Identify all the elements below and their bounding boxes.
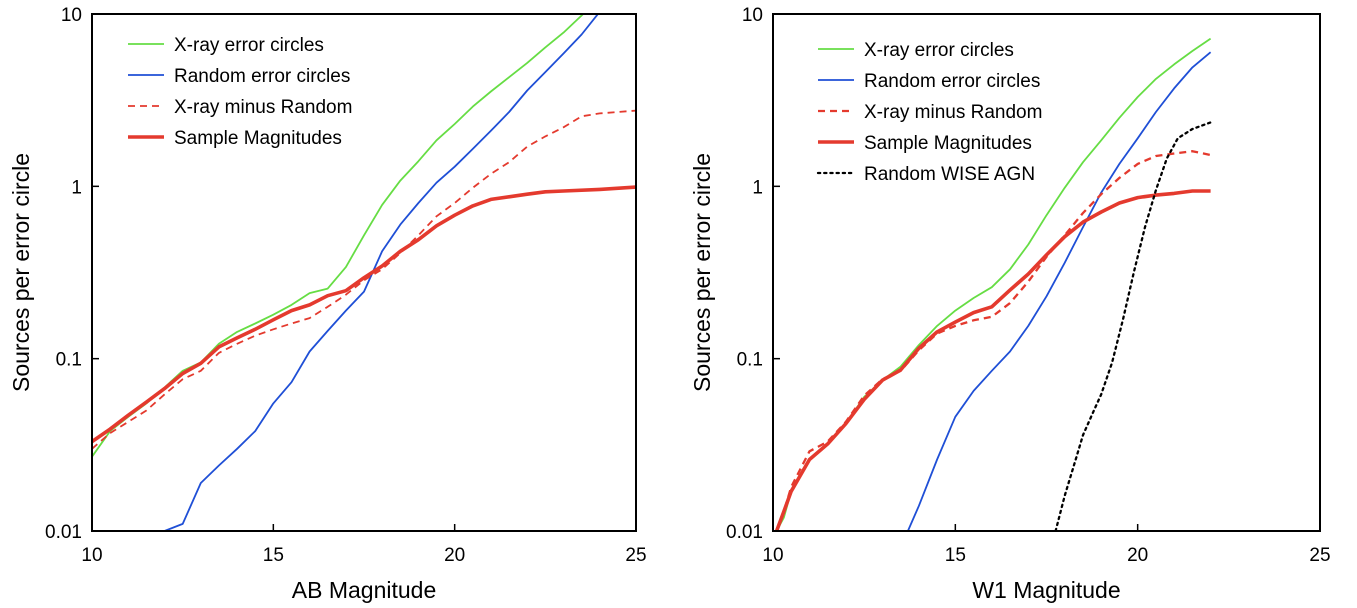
y-tick-label: 0.1: [737, 350, 763, 371]
legend-label: X-ray error circles: [864, 40, 1014, 61]
y-axis-label: Sources per error circle: [689, 153, 715, 392]
x-tick-label: 15: [263, 545, 284, 566]
y-tick-label: 0.01: [726, 522, 763, 543]
x-tick-label: 25: [625, 545, 646, 566]
y-tick-label: 1: [752, 177, 763, 198]
plot-area: [774, 37, 1212, 531]
y-tick-label: 0.1: [56, 350, 82, 371]
legend-label: Sample Magnitudes: [174, 128, 342, 149]
legend-label: X-ray minus Random: [174, 97, 352, 118]
x-tick-label: 10: [762, 545, 783, 566]
legend-label: Random WISE AGN: [864, 164, 1035, 185]
chart-left: 10 15 20 25 0.01 0.1 1 10 AB Magnitude Sources pe…: [8, 5, 647, 603]
series-line-3: [774, 189, 1211, 531]
chart-right: 10 15 20 25 0.01 0.1 1 10 W1 Magnitude Sources pe…: [689, 5, 1331, 603]
series-line-4: [1054, 121, 1212, 531]
plot-area: [92, 14, 636, 531]
y-tick-label: 10: [742, 5, 763, 26]
x-tick-label: 20: [1127, 545, 1148, 566]
legend-label: Sample Magnitudes: [864, 133, 1032, 154]
x-tick-label: 10: [81, 545, 102, 566]
x-tick-label: 25: [1309, 545, 1330, 566]
legend-label: Random error circles: [864, 71, 1040, 92]
y-tick-label: 10: [61, 5, 82, 26]
x-axis-label: W1 Magnitude: [972, 577, 1120, 603]
legend: X-ray error circles Random error circles X…: [816, 40, 1042, 185]
y-tick-label: 0.01: [45, 522, 82, 543]
series-line-1: [907, 51, 1212, 531]
legend-label: X-ray minus Random: [864, 102, 1042, 123]
series-line-3: [92, 185, 636, 444]
legend-label: Random error circles: [174, 66, 350, 87]
plot-frame: [91, 13, 637, 532]
y-tick-label: 1: [71, 177, 82, 198]
legend: X-ray error circles Random error circles X…: [128, 35, 352, 149]
legend-label: X-ray error circles: [174, 35, 324, 56]
x-tick-label: 20: [444, 545, 465, 566]
x-axis-label: AB Magnitude: [292, 577, 436, 603]
x-tick-label: 15: [945, 545, 966, 566]
y-axis-label: Sources per error circle: [8, 153, 34, 392]
series-line-2: [775, 150, 1211, 531]
series-line-2: [92, 109, 636, 450]
plot-frame: [772, 13, 1321, 532]
